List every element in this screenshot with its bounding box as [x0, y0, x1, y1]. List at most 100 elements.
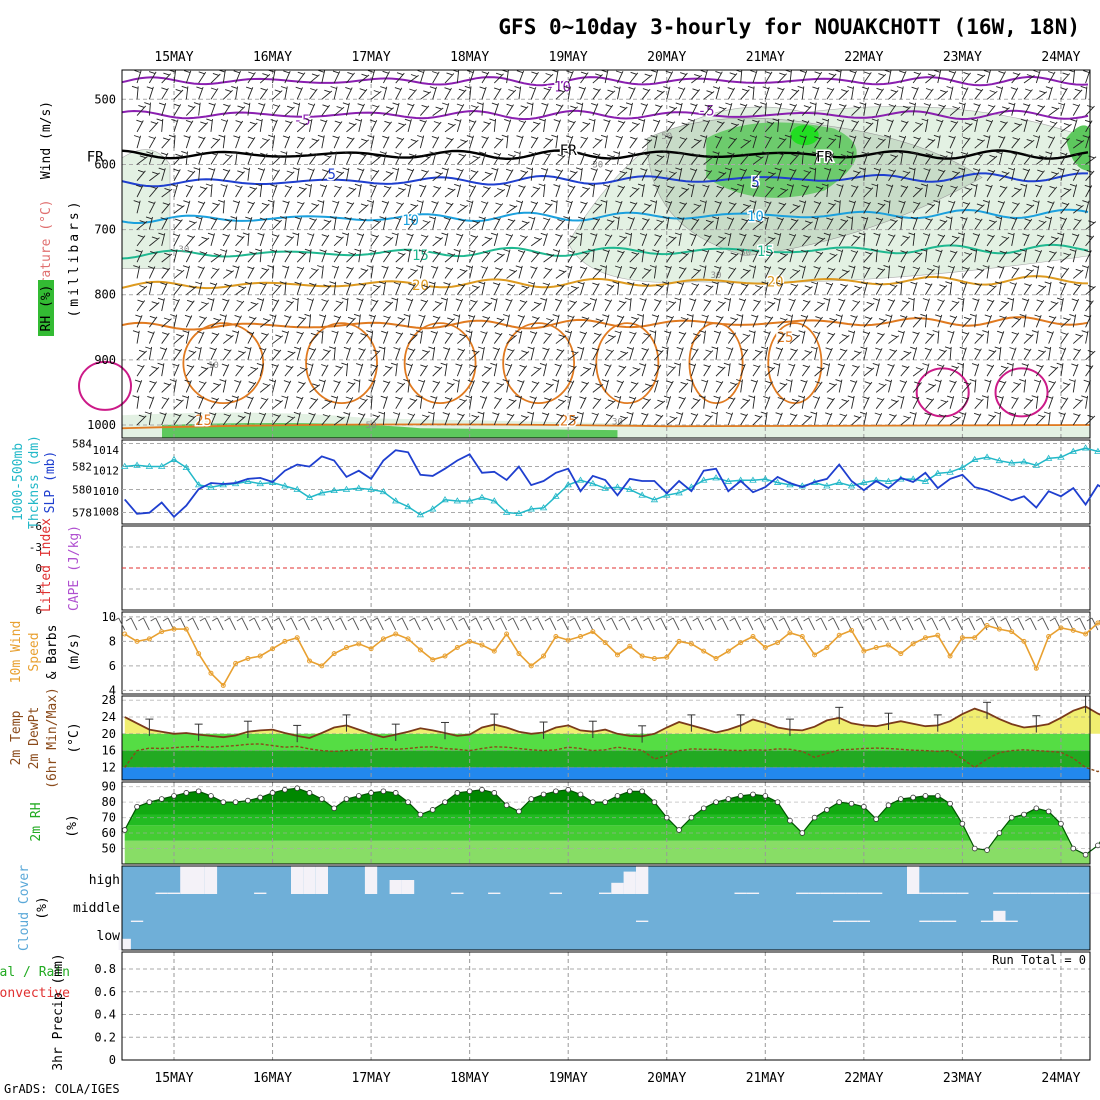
- rh2m-point: [257, 794, 264, 801]
- wind-barb: [678, 363, 681, 377]
- wind-barb-feather: [726, 347, 733, 350]
- wind-barb-feather: [248, 381, 255, 385]
- wind-barb-feather: [577, 346, 584, 350]
- wind-barb-feather: [837, 363, 845, 367]
- wind-barb: [506, 379, 510, 393]
- wind-barb-feather: [774, 232, 781, 236]
- wind-barb-feather: [861, 86, 869, 90]
- wind-barb-feather: [804, 285, 811, 289]
- wind-barb-feather: [465, 265, 473, 269]
- wind-barb-feather: [233, 135, 240, 139]
- cloud-bar: [1030, 892, 1043, 894]
- wind-barb-feather: [1075, 333, 1082, 337]
- wind-barb: [629, 298, 632, 312]
- wind-barb: [666, 281, 670, 295]
- wind-barb-feather: [997, 265, 1004, 269]
- wind-barb-feather: [533, 366, 540, 370]
- wind-barb-feather: [944, 346, 952, 350]
- wind-barb-feather: [452, 379, 460, 382]
- wind-barb-feather: [280, 151, 287, 154]
- wind-barb-feather: [232, 265, 239, 269]
- thickness-marker: [539, 504, 548, 511]
- wind-barb: [690, 314, 694, 328]
- wind-barb-feather: [836, 249, 843, 252]
- wind-barb: [210, 233, 215, 246]
- wind-barb-feather: [753, 364, 760, 368]
- cloud-bar: [919, 920, 932, 922]
- wind-barb-feather: [655, 104, 662, 108]
- wind10-barb: [968, 617, 976, 631]
- wind-barb-feather: [679, 137, 687, 140]
- wind-barb: [949, 396, 955, 409]
- wind-barb-feather: [467, 314, 475, 318]
- rh2m-tick: 60: [102, 826, 116, 840]
- wind-barb: [924, 314, 928, 328]
- wind-barb-feather: [334, 185, 341, 189]
- wind10-barb-feather: [1049, 617, 1056, 622]
- wind-barb: [1035, 380, 1042, 393]
- wind-barb-feather: [730, 317, 737, 321]
- wind-barb-feather: [1044, 216, 1052, 220]
- wind-barb-feather: [161, 87, 168, 91]
- wind-barb-feather: [922, 298, 930, 301]
- wind-barb-feather: [650, 134, 657, 138]
- wind10-point: [614, 652, 620, 658]
- wind-barb-feather: [144, 102, 151, 106]
- cloud-bar: [943, 920, 957, 922]
- wind-barb-feather: [945, 216, 952, 220]
- wind-barb-feather: [175, 88, 182, 92]
- wind-barb-feather: [866, 301, 873, 305]
- wind-barb-feather: [643, 333, 650, 336]
- wind-barb: [148, 216, 153, 230]
- wind10-point: [134, 638, 140, 644]
- wind-barb-feather: [358, 218, 366, 221]
- wind-barb-feather: [283, 380, 291, 384]
- wind-barb-feather: [444, 87, 451, 91]
- wind-barb-feather: [319, 314, 326, 318]
- wind10-barb: [413, 617, 421, 631]
- rh2m-point: [417, 811, 424, 818]
- wind-barb-feather: [341, 362, 348, 366]
- wind-barb-feather: [529, 396, 536, 400]
- wind-barb-feather: [163, 72, 170, 76]
- wind-barb-feather: [952, 170, 959, 174]
- wind-barb-feather: [627, 151, 635, 155]
- wind-barb-feather: [841, 89, 848, 93]
- wind10-barb: [278, 617, 286, 631]
- wind-barb-feather: [946, 86, 953, 89]
- wind-barb-feather: [850, 250, 858, 253]
- wind-barb-feather: [804, 220, 812, 224]
- rh2m-point: [750, 791, 756, 798]
- wind-barb-feather: [588, 183, 595, 187]
- wind-barb-feather: [360, 203, 368, 207]
- wind-barb-feather: [144, 411, 152, 415]
- wind-barb-feather: [964, 187, 971, 191]
- wind-barb: [185, 395, 190, 409]
- wind-barb-feather: [939, 219, 946, 223]
- wind-barb-feather: [159, 347, 167, 351]
- wind-barb-feather: [615, 70, 623, 74]
- wind-barb-feather: [641, 282, 649, 286]
- wind-barb: [456, 70, 460, 84]
- wind-barb-feather: [518, 184, 525, 188]
- wind-barb: [912, 217, 919, 230]
- wind-barb-feather: [1001, 106, 1009, 110]
- wind-barb: [309, 119, 313, 132]
- wind-barb: [851, 395, 855, 409]
- wind-barb-feather: [838, 168, 846, 172]
- wind-barb-feather: [292, 167, 300, 171]
- wind-barb-feather: [897, 395, 904, 399]
- wind-barb-feather: [704, 104, 711, 108]
- wind-barb-feather: [629, 201, 637, 205]
- wind-barb-feather: [1020, 183, 1027, 187]
- wind-barb-feather: [717, 301, 725, 304]
- wind-barb-feather: [786, 248, 793, 252]
- wind-barb-feather: [850, 379, 857, 383]
- wind-barb-feather: [741, 88, 749, 92]
- wind10-barb-feather: [593, 617, 600, 622]
- wind-barb: [333, 346, 336, 360]
- rh2m-point: [602, 799, 608, 805]
- rh2m-point: [713, 799, 719, 805]
- wind-barb-feather: [371, 234, 378, 238]
- wind-barb-feather: [661, 346, 669, 350]
